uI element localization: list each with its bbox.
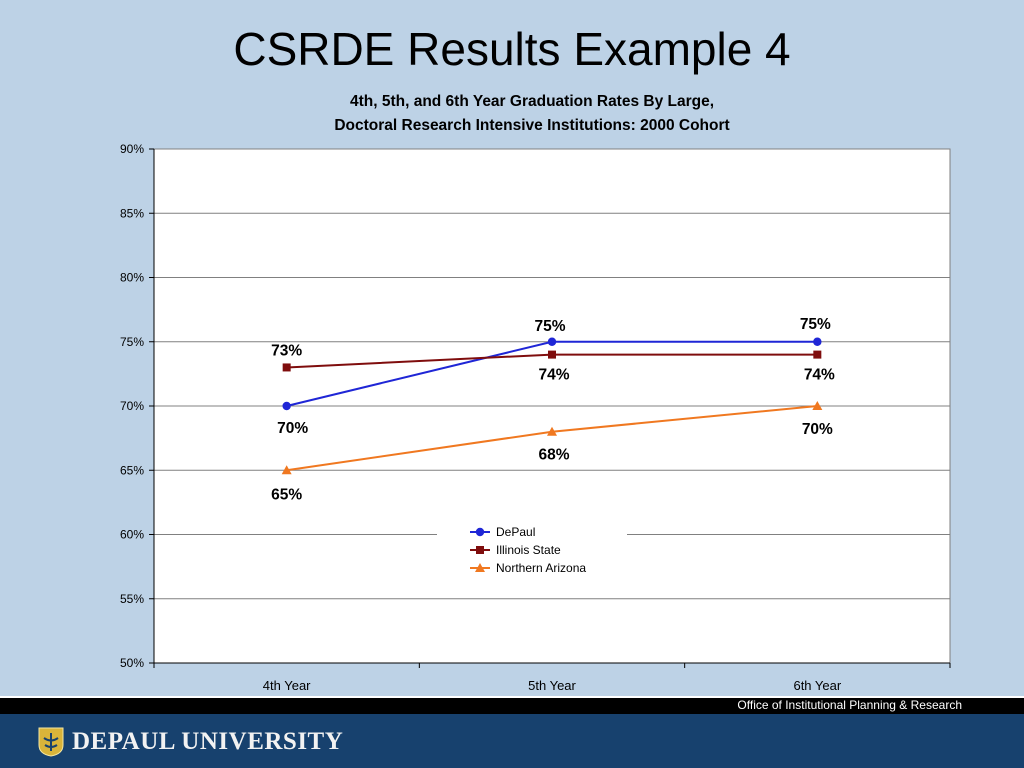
data-point <box>547 337 557 346</box>
depaul-seal-icon <box>38 727 64 757</box>
chart-title-line-1: 4th, 5th, and 6th Year Graduation Rates … <box>349 93 715 110</box>
data-label: 70% <box>802 421 833 438</box>
data-label: 75% <box>800 316 831 333</box>
legend-marker <box>475 527 485 537</box>
y-tick-label: 50% <box>120 656 144 670</box>
data-label: 68% <box>538 447 569 464</box>
x-tick-label: 5th Year <box>528 678 576 693</box>
footer-bar <box>0 714 1024 768</box>
legend-entry: DePaul <box>496 525 535 539</box>
legend-box <box>437 522 627 580</box>
data-point <box>548 350 556 359</box>
data-label: 74% <box>538 367 569 384</box>
y-tick-label: 65% <box>120 463 144 477</box>
slide-title: CSRDE Results Example 4 <box>233 23 791 75</box>
data-point <box>813 337 822 346</box>
y-tick-label: 55% <box>120 592 144 606</box>
data-point <box>813 350 822 359</box>
chart-title-line-2: Doctoral Research Intensive Institutions… <box>334 117 730 134</box>
legend-entry: Northern Arizona <box>496 561 586 575</box>
legend-marker <box>476 546 484 554</box>
data-label: 65% <box>271 486 302 503</box>
y-tick-label: 85% <box>120 206 144 220</box>
legend-marker <box>475 563 485 572</box>
logo-text: DEPAUL UNIVERSITY <box>72 728 344 755</box>
data-point <box>547 426 557 436</box>
legend-entry: Illinois State <box>496 543 561 557</box>
footer-black-bar <box>0 696 1024 714</box>
y-tick-label: 90% <box>120 142 144 156</box>
x-tick-label: 6th Year <box>793 678 841 693</box>
data-point <box>812 401 823 410</box>
x-tick-label: 4th Year <box>263 678 311 693</box>
chart-title: 4th, 5th, and 6th Year Graduation Rates … <box>230 90 834 138</box>
line-chart: 90% 85% 80% 75% 70% 65% 60% 55% 50% 4th Year 5th Y… <box>120 142 951 693</box>
data-label: 75% <box>534 318 565 335</box>
y-tick-label: 80% <box>120 271 144 285</box>
data-point <box>281 465 292 475</box>
data-point <box>282 401 291 411</box>
data-label: 74% <box>804 367 835 384</box>
footer-office-text: Office of Institutional Planning & Resea… <box>737 698 962 712</box>
y-tick-label: 75% <box>120 335 144 349</box>
y-tick-label: 70% <box>120 399 144 413</box>
data-point <box>282 363 291 372</box>
data-label: 73% <box>271 342 302 359</box>
y-tick-label: 60% <box>120 528 144 542</box>
university-logo: DEPAUL UNIVERSITY <box>38 726 343 758</box>
data-label: 70% <box>277 420 308 437</box>
